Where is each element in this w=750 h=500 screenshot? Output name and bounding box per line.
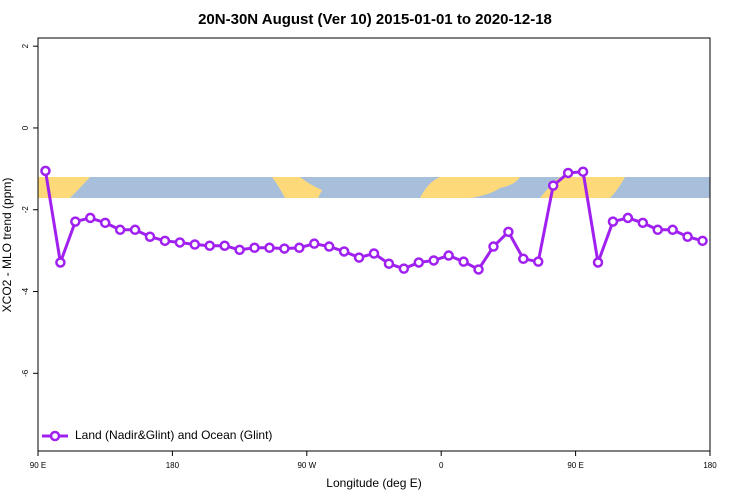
point	[174, 237, 186, 248]
x-tick-label: 90 E	[567, 461, 583, 470]
point	[398, 263, 410, 274]
point	[533, 256, 544, 267]
x-tick-label: 180	[703, 461, 717, 470]
y-tick-label: -2	[21, 206, 30, 214]
point	[428, 255, 439, 266]
point	[323, 241, 335, 252]
point	[338, 246, 350, 257]
chart-title: 20N-30N August (Ver 10) 2015-01-01 to 20…	[198, 11, 552, 28]
y-tick-label: -6	[21, 369, 30, 377]
legend-label: Land (Nadir&Glint) and Ocean (Glint)	[75, 428, 272, 442]
point	[144, 231, 156, 242]
point	[547, 180, 559, 191]
plot-box	[37, 37, 711, 452]
point	[55, 257, 66, 268]
legend-marker	[49, 430, 61, 442]
point	[473, 264, 484, 275]
point	[368, 248, 380, 259]
x-axis-label: Longitude (deg E)	[326, 476, 421, 490]
point	[99, 217, 111, 229]
point	[682, 231, 693, 242]
point	[488, 241, 499, 252]
point	[443, 250, 454, 261]
point	[637, 217, 649, 229]
map-strip	[38, 177, 710, 198]
point	[607, 216, 619, 227]
point	[249, 242, 260, 254]
point	[309, 238, 320, 249]
point	[622, 212, 634, 224]
y-tick-label: -4	[21, 287, 30, 295]
y-tick-label: 2	[21, 43, 30, 48]
point	[458, 256, 469, 267]
x-tick-label: 0	[439, 461, 444, 470]
point	[518, 253, 529, 265]
point	[204, 240, 215, 251]
point	[413, 257, 425, 268]
point	[264, 242, 275, 254]
point	[667, 224, 678, 236]
point	[114, 224, 126, 236]
point	[159, 235, 171, 247]
point	[279, 243, 290, 254]
point	[189, 239, 201, 250]
point	[70, 216, 81, 227]
point	[129, 224, 141, 236]
point	[503, 226, 514, 238]
point	[652, 224, 663, 236]
x-tick-label: 180	[166, 461, 180, 470]
point	[85, 212, 96, 224]
point	[294, 242, 305, 254]
x-tick-label: 90 W	[297, 461, 316, 470]
point	[353, 252, 365, 263]
point	[40, 165, 51, 177]
point	[234, 244, 245, 256]
point	[577, 166, 589, 177]
y-tick-label: 0	[21, 125, 30, 130]
x-tick-label: 90 E	[30, 461, 46, 470]
point	[383, 258, 395, 269]
point	[697, 235, 708, 247]
y-axis-label: XCO2 - MLO trend (ppm)	[0, 178, 14, 313]
point	[592, 257, 604, 268]
point	[562, 167, 574, 179]
point	[219, 240, 230, 251]
